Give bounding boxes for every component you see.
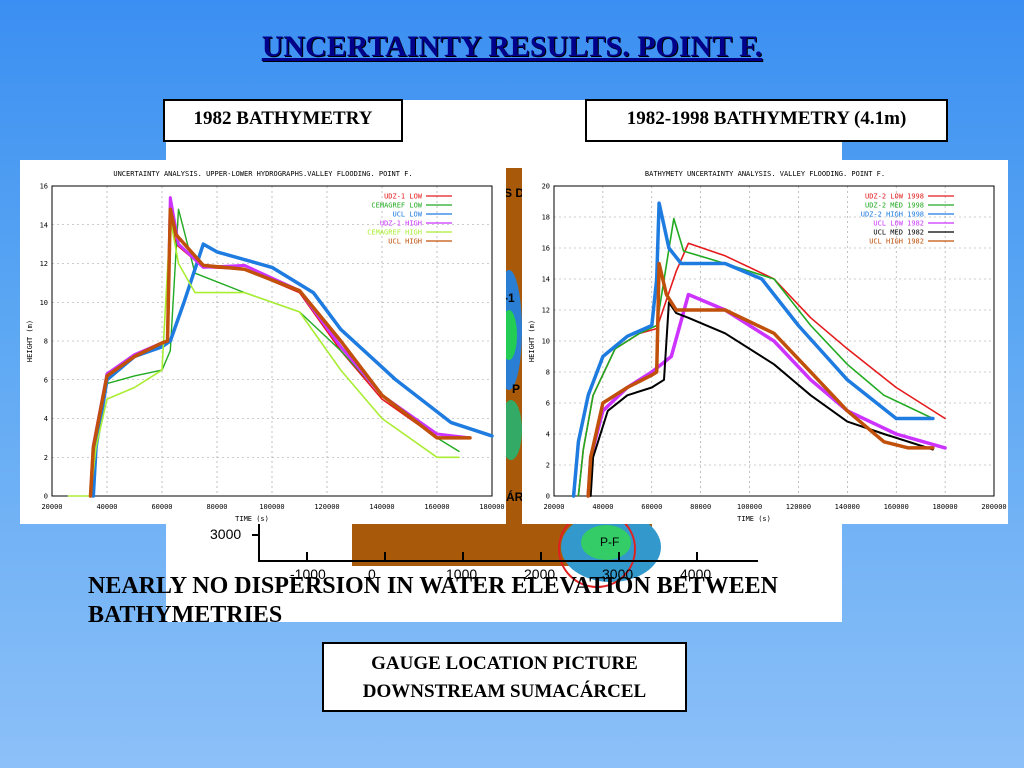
legend-label: CEMAGREF LOW — [371, 202, 422, 210]
x-tick-label: 20000 — [543, 503, 564, 511]
legend-label: UCL HIGH — [388, 238, 422, 246]
right-hydrograph-svg: BATHYMETY UNCERTAINTY ANALYSIS. VALLEY F… — [528, 170, 1007, 523]
right-hydrograph-chart: BATHYMETY UNCERTAINTY ANALYSIS. VALLEY F… — [522, 160, 1008, 524]
y-tick-label: 10 — [40, 299, 48, 307]
series-line-4 — [67, 218, 460, 497]
chart-title: UNCERTAINTY ANALYSIS. UPPER-LOWER HYDROG… — [113, 170, 412, 178]
map-y-tick: 3000 — [210, 526, 242, 542]
x-tick-label: 60000 — [151, 503, 172, 511]
map-point-label: P-F — [600, 535, 620, 549]
x-tick-label: 120000 — [314, 503, 339, 511]
legend-label: UDZ-1 HIGH — [380, 220, 422, 228]
x-axis-label: TIME (s) — [235, 515, 269, 523]
map-x-tick-mark — [696, 552, 698, 560]
slide-title: UNCERTAINTY RESULTS. POINT F. — [261, 30, 763, 63]
gauge-caption-box: GAUGE LOCATION PICTURE DOWNSTREAM SUMACÁ… — [322, 642, 687, 712]
plot-frame — [553, 185, 995, 497]
x-tick-label: 160000 — [424, 503, 449, 511]
y-tick-label: 10 — [542, 338, 550, 346]
y-tick-label: 0 — [546, 493, 550, 501]
y-tick-label: 14 — [542, 276, 550, 284]
map-x-tick-mark — [618, 552, 620, 560]
series-line-2 — [91, 242, 494, 498]
map-x-tick-label: -1000 — [290, 566, 326, 582]
legend-label: UDZ-2 HIGH 1998 — [861, 211, 924, 219]
plot-frame — [51, 185, 493, 497]
bathymetry-1982-label: 1982 BATHYMETRY — [163, 99, 403, 142]
legend-label: UDZ-2 LOW 1998 — [865, 193, 924, 201]
series-line-5 — [586, 261, 935, 498]
x-tick-label: 200000 — [981, 503, 1006, 511]
map-fragment-p: P — [512, 382, 521, 396]
legend-label: UDZ-2 MED 1998 — [865, 202, 924, 210]
y-axis-label: HEIGHT (m) — [528, 320, 536, 362]
chart-title: BATHYMETY UNCERTAINTY ANALYSIS. VALLEY F… — [645, 170, 885, 178]
map-x-axis — [258, 560, 758, 562]
y-tick-label: 6 — [44, 376, 48, 384]
legend-label: UCL LOW 1982 — [873, 220, 924, 228]
legend-label: UCL HIGH 1982 — [869, 238, 924, 246]
gauge-caption-line1: GAUGE LOCATION PICTURE — [371, 653, 638, 674]
series-line-5 — [88, 207, 472, 498]
series-line-2 — [571, 201, 935, 498]
x-tick-label: 140000 — [369, 503, 394, 511]
map-fragment-car: ÁR — [506, 490, 524, 504]
y-tick-label: 8 — [546, 369, 550, 377]
legend-label: UCL MED 1982 — [873, 229, 924, 237]
series-line-1 — [577, 217, 934, 497]
y-tick-label: 16 — [542, 245, 550, 253]
dispersion-note: NEARLY NO DISPERSION IN WATER ELEVATION … — [88, 573, 778, 628]
x-tick-label: 80000 — [690, 503, 711, 511]
y-tick-label: 12 — [542, 307, 550, 315]
y-tick-label: 14 — [40, 221, 48, 229]
x-tick-label: 80000 — [206, 503, 227, 511]
map-x-tick-label: 4000 — [680, 566, 712, 582]
legend-label: CEMAGREF HIGH — [367, 229, 422, 237]
y-tick-label: 6 — [546, 400, 550, 408]
x-tick-label: 180000 — [932, 503, 957, 511]
map-x-tick-label: 0 — [368, 566, 376, 582]
y-tick-label: 4 — [44, 415, 48, 423]
bathymetry-1982-1998-label: 1982-1998 BATHYMETRY (4.1m) — [585, 99, 948, 142]
x-tick-label: 100000 — [737, 503, 762, 511]
map-y-tick-mark — [252, 534, 260, 536]
map-x-tick-mark — [540, 552, 542, 560]
y-tick-label: 16 — [40, 183, 48, 191]
map-fragment-s: S D — [504, 186, 525, 200]
x-tick-label: 100000 — [259, 503, 284, 511]
y-tick-label: 20 — [542, 183, 550, 191]
y-tick-label: 12 — [40, 260, 48, 268]
map-x-tick-label: 3000 — [602, 566, 634, 582]
map-y-axis — [258, 520, 260, 560]
y-tick-label: 8 — [44, 338, 48, 346]
map-x-tick-label: 1000 — [446, 566, 478, 582]
map-x-tick-mark — [462, 552, 464, 560]
legend-label: UDZ-1 LOW — [384, 193, 423, 201]
left-hydrograph-chart: UNCERTAINTY ANALYSIS. UPPER-LOWER HYDROG… — [20, 160, 506, 524]
map-fragment-1: -1 — [504, 291, 515, 305]
series-line-3 — [586, 292, 947, 498]
legend-label: UCL LOW — [392, 211, 422, 219]
y-tick-label: 0 — [44, 493, 48, 501]
gauge-caption-line2: DOWNSTREAM SUMACÁRCEL — [362, 681, 647, 702]
x-tick-label: 160000 — [884, 503, 909, 511]
y-tick-label: 18 — [542, 214, 550, 222]
x-tick-label: 60000 — [641, 503, 662, 511]
x-tick-label: 180000 — [479, 503, 504, 511]
series-line-4 — [589, 301, 934, 497]
x-tick-label: 40000 — [96, 503, 117, 511]
x-tick-label: 40000 — [592, 503, 613, 511]
left-hydrograph-svg: UNCERTAINTY ANALYSIS. UPPER-LOWER HYDROG… — [26, 170, 505, 523]
x-tick-label: 140000 — [835, 503, 860, 511]
y-tick-label: 2 — [44, 454, 48, 462]
x-tick-label: 20000 — [41, 503, 62, 511]
map-x-tick-mark — [384, 552, 386, 560]
map-x-tick-mark — [306, 552, 308, 560]
x-tick-label: 120000 — [786, 503, 811, 511]
y-tick-label: 4 — [546, 431, 550, 439]
map-x-tick-label: 2000 — [524, 566, 556, 582]
y-tick-label: 2 — [546, 462, 550, 470]
x-axis-label: TIME (s) — [737, 515, 771, 523]
y-axis-label: HEIGHT (m) — [26, 320, 34, 362]
